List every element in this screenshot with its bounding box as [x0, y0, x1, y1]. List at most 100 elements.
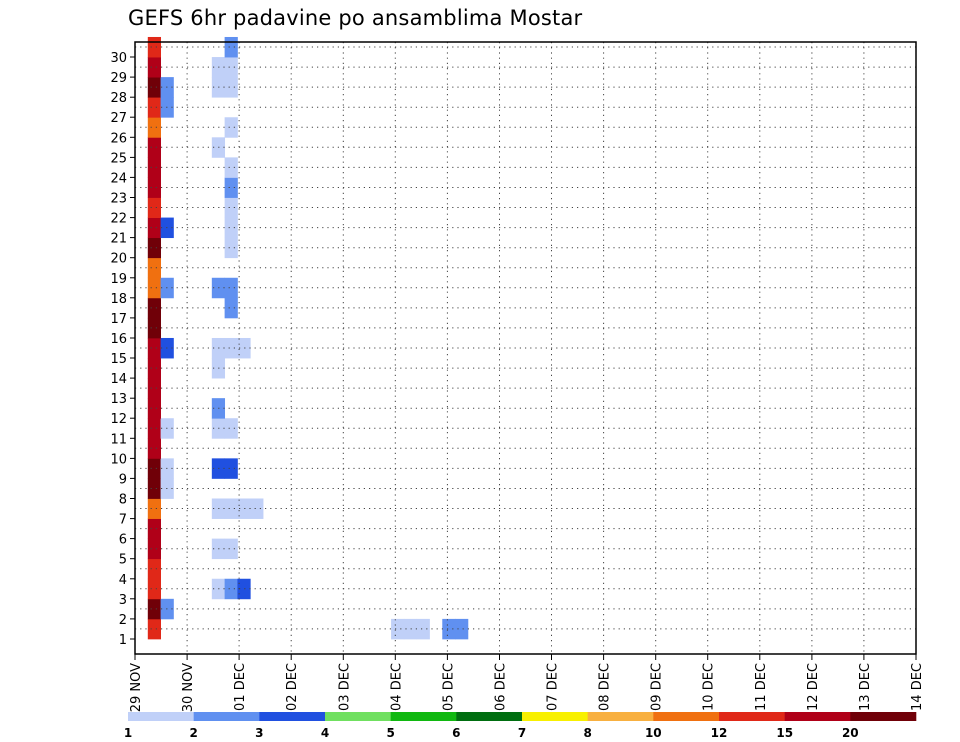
heatmap-cell — [147, 578, 161, 600]
legend-label: 5 — [387, 726, 395, 740]
y-tick-label: 29 — [110, 71, 127, 86]
heatmap-cell — [224, 578, 238, 600]
x-tick-label: 13 DEC — [858, 663, 873, 711]
x-tick-label: 01 DEC — [233, 663, 248, 711]
legend-swatch — [784, 712, 851, 721]
y-tick-label: 15 — [110, 352, 127, 367]
x-axis: 29 NOV 30 NOV 01 DEC 02 DEC 03 DEC 04 DEC 05 D… — [129, 654, 925, 712]
heatmap-cell — [147, 538, 161, 560]
y-tick-label: 11 — [110, 432, 127, 447]
x-tick-label: 07 DEC — [546, 663, 561, 711]
heatmap-cell — [147, 117, 161, 138]
legend-label: 8 — [584, 726, 592, 740]
y-tick-label: 3 — [119, 593, 127, 608]
heatmap-cell — [147, 558, 161, 580]
legend-label: 7 — [518, 726, 526, 740]
x-tick-label: 11 DEC — [754, 663, 769, 711]
heatmap-cell — [147, 197, 161, 218]
y-tick-label: 19 — [110, 272, 127, 287]
heatmap-cell — [224, 418, 238, 439]
x-tick-label: 04 DEC — [389, 663, 404, 711]
heatmap-cell — [224, 538, 238, 560]
legend-swatch — [128, 712, 194, 721]
y-axis: 1234567891011121314151617181920212223242… — [110, 51, 135, 648]
heatmap-cells — [147, 36, 469, 640]
heatmap-cell — [237, 498, 251, 519]
heatmap-cell — [391, 618, 405, 640]
legend-swatch — [522, 712, 588, 721]
heatmap-cell — [147, 358, 161, 379]
y-tick-label: 25 — [110, 151, 127, 166]
x-tick-label: 05 DEC — [441, 663, 456, 711]
y-tick-label: 7 — [119, 513, 127, 528]
y-tick-label: 8 — [119, 493, 127, 508]
legend-swatch — [653, 712, 720, 721]
heatmap-cell — [224, 458, 238, 479]
legend-label: 12 — [711, 726, 728, 740]
heatmap-cell — [147, 618, 161, 640]
x-tick-label: 12 DEC — [806, 663, 821, 711]
heatmap-cell — [416, 618, 430, 640]
legend-label: 3 — [255, 726, 263, 740]
legend-label: 2 — [190, 726, 198, 740]
y-tick-label: 28 — [110, 91, 127, 106]
heatmap-cell — [147, 137, 161, 158]
x-tick-label: 29 NOV — [129, 663, 144, 712]
y-tick-label: 22 — [110, 212, 127, 227]
heatmap-cell — [147, 77, 161, 98]
heatmap-cell — [147, 418, 161, 439]
heatmap-cell — [224, 197, 238, 218]
legend-swatch — [587, 712, 654, 721]
heatmap-cell — [224, 117, 238, 138]
heatmap-cell — [147, 36, 161, 58]
legend-swatch — [719, 712, 785, 721]
y-tick-label: 17 — [110, 312, 127, 327]
heatmap-cell — [147, 498, 161, 519]
heatmap-cell — [147, 317, 161, 339]
heatmap-cell — [224, 157, 238, 178]
heatmap-cell — [147, 458, 161, 479]
legend-label: 1 — [124, 726, 132, 740]
y-tick-label: 27 — [110, 111, 127, 126]
heatmap-cell — [147, 598, 161, 620]
heatmap-cell — [147, 257, 161, 279]
heatmap-cell — [224, 237, 238, 259]
heatmap-cell — [147, 378, 161, 399]
y-tick-label: 30 — [110, 51, 127, 66]
legend-swatch — [390, 712, 457, 721]
color-legend: 1 2 3 4 5 6 7 8 10 12 15 20 — [124, 712, 917, 740]
heatmap-cell — [250, 498, 264, 519]
y-tick-label: 9 — [119, 472, 127, 487]
y-tick-label: 5 — [119, 553, 127, 568]
legend-label: 4 — [321, 726, 329, 740]
y-tick-label: 23 — [110, 192, 127, 207]
legend-swatch — [456, 712, 523, 721]
y-tick-label: 21 — [110, 232, 127, 247]
chart-title: GEFS 6hr padavine po ansamblima Mostar — [128, 6, 583, 30]
x-tick-label: 10 DEC — [702, 663, 717, 711]
y-tick-label: 2 — [119, 613, 127, 628]
heatmap-cell — [224, 297, 238, 319]
y-tick-label: 20 — [110, 252, 127, 267]
heatmap-cell — [147, 297, 161, 319]
legend-swatch — [325, 712, 391, 721]
heatmap-cell — [147, 97, 161, 118]
y-tick-label: 18 — [110, 292, 127, 307]
y-tick-label: 14 — [110, 372, 127, 387]
legend-swatch — [259, 712, 326, 721]
heatmap-cell — [224, 337, 238, 359]
heatmap-cell — [237, 578, 251, 600]
heatmap-cell — [442, 618, 456, 640]
x-tick-label: 03 DEC — [337, 663, 352, 711]
heatmap-cell — [455, 618, 469, 640]
x-tick-label: 09 DEC — [650, 663, 665, 711]
x-tick-label: 08 DEC — [598, 663, 613, 711]
heatmap-cell — [147, 337, 161, 359]
heatmap-cell — [224, 277, 238, 299]
heatmap-cell — [224, 177, 238, 198]
y-tick-label: 1 — [119, 633, 127, 648]
heatmap-cell — [147, 177, 161, 198]
y-tick-label: 16 — [110, 332, 127, 347]
y-tick-label: 26 — [110, 131, 127, 146]
